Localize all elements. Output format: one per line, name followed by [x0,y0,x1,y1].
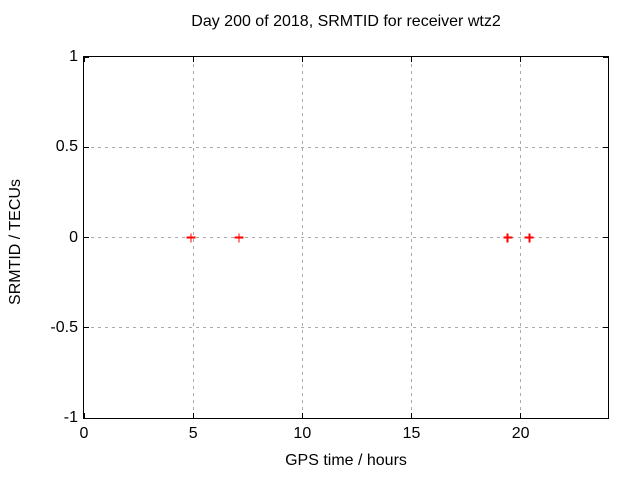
y-axis-tick-left [84,237,89,238]
grid-line-horizontal [84,327,608,329]
x-axis-tick-bottom [192,413,194,418]
x-axis-tick-bottom [411,413,412,418]
data-point-marker [503,233,513,242]
y-axis-tick-left [84,327,89,329]
y-tick-label: -1 [63,409,78,426]
plot-border [83,56,609,419]
y-axis-tick-right [603,237,608,238]
data-point-marker [186,233,196,242]
y-axis-tick-left [84,417,89,419]
y-axis-tick-right [603,56,608,58]
x-axis-tick-top [83,57,85,62]
y-axis-title: SRMTID / TECUs [7,179,24,305]
chart-title: Day 200 of 2018, SRMTID for receiver wtz… [191,13,501,30]
x-axis-tick-top [192,57,194,62]
y-tick-label: 0 [69,228,78,246]
y-axis-tick-right [603,417,608,419]
y-tick-label: -0.5 [50,318,78,336]
plot-area: 0 5 10 15 20 -1 -0.5 0 0.5 1 [50,48,609,442]
data-point-marker [524,233,534,242]
data-point-marker [234,233,244,242]
y-tick-label: 1 [69,48,78,65]
x-tick-label: 5 [188,425,198,442]
x-axis-tick-bottom [83,413,85,418]
x-axis-tick-top [520,57,522,62]
x-tick-label: 15 [402,425,421,442]
y-axis-tick-right [603,327,608,329]
grid-line-horizontal [84,237,608,238]
x-tick-label: 10 [293,425,312,442]
x-axis-tick-bottom [301,413,303,418]
x-tick-label: 0 [79,425,89,442]
x-axis-title: GPS time / hours [285,452,407,469]
y-axis-tick-left [84,56,89,58]
x-tick-label: 20 [511,425,530,442]
x-axis-tick-top [301,57,303,62]
y-tick-label: 0.5 [55,138,78,156]
x-axis-tick-top [411,57,412,62]
y-axis-tick-right [603,146,608,148]
x-axis-tick-bottom [520,413,522,418]
grid-line-horizontal [84,146,608,148]
y-axis-tick-left [84,146,89,148]
